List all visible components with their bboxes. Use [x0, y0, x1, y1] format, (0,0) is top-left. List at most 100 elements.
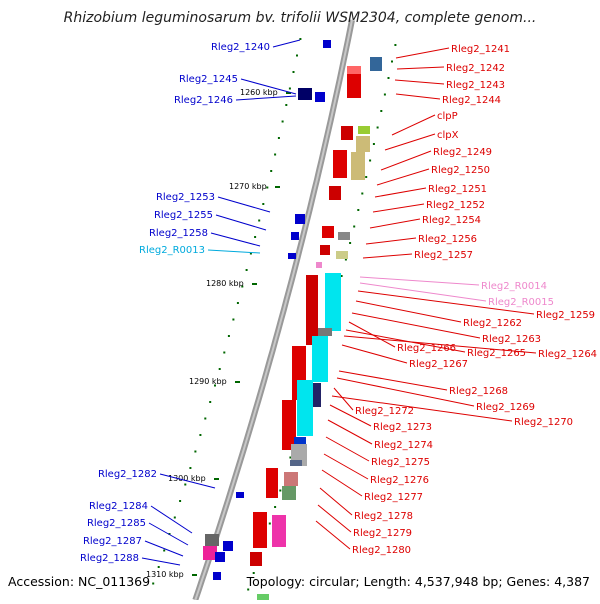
gene-feature-left	[215, 552, 225, 562]
accession-text: Accession: NC_011369	[8, 574, 151, 589]
tick-dot	[199, 434, 202, 436]
right-gene-label: Rleg2_1270	[514, 417, 573, 428]
gene-feature	[356, 136, 370, 152]
gene-feature	[272, 515, 286, 547]
leader-line	[372, 203, 425, 213]
right-gene-label: Rleg2_R0015	[488, 297, 554, 308]
tick-dot	[218, 368, 221, 370]
left-gene-label: Rleg2_1282	[98, 469, 157, 480]
gene-feature	[312, 336, 328, 382]
tick-dot	[262, 203, 265, 205]
leader-line	[380, 150, 432, 171]
left-gene-label: Rleg2_1285	[87, 518, 146, 529]
scale-label: 1260 kbp	[240, 88, 278, 97]
leader-line	[362, 253, 413, 259]
leader-line	[327, 419, 373, 445]
scale-label: 1310 kbp	[146, 570, 184, 579]
tick-dot	[266, 186, 269, 189]
right-gene-label: Rleg2_1272	[355, 406, 414, 417]
right-gene-label: clpP	[437, 111, 458, 122]
leader-line	[272, 39, 301, 48]
leader-line	[144, 540, 184, 557]
scale-tick	[192, 574, 197, 576]
gene-feature-left	[291, 232, 299, 240]
tick-dot	[152, 582, 155, 585]
scale-tick	[214, 478, 219, 480]
tick-dot	[281, 120, 284, 123]
tick-dot	[288, 87, 291, 90]
leader-line	[321, 469, 363, 497]
right-gene-label: Rleg2_1265	[467, 348, 526, 359]
tick-dot	[394, 44, 397, 46]
left-gene-label: Rleg2_1288	[80, 553, 139, 564]
tick-dot	[299, 38, 302, 40]
right-gene-label: Rleg2_1273	[373, 422, 432, 433]
right-gene-label: Rleg2_1257	[414, 250, 473, 261]
tick-dot	[277, 137, 280, 139]
leader-line	[315, 520, 351, 550]
tick-dot	[214, 384, 216, 387]
right-gene-label: Rleg2_1241	[451, 44, 510, 55]
leader-line	[215, 214, 267, 231]
gene-feature-left	[203, 546, 217, 560]
gene-feature	[318, 328, 332, 336]
tick-dot	[249, 252, 252, 255]
tick-dot	[391, 60, 393, 63]
left-gene-label: Rleg2_1246	[174, 95, 233, 106]
tick-dot	[274, 506, 277, 508]
leader-line	[376, 168, 430, 186]
right-gene-label: clpX	[437, 130, 459, 141]
map-title: Rhizobium leguminosarum bv. trifolii WSM…	[63, 10, 537, 26]
right-gene-label: Rleg2_1280	[352, 545, 411, 556]
right-gene-label: Rleg2_1268	[449, 386, 508, 397]
tick-dot	[204, 417, 207, 420]
right-gene-label: Rleg2_1274	[374, 440, 433, 451]
leader-line	[374, 187, 427, 198]
right-gene-label: Rleg2_1251	[428, 184, 487, 195]
gene-feature	[266, 468, 278, 498]
gene-feature	[306, 275, 318, 345]
gene-feature	[341, 126, 353, 140]
leader-line	[235, 95, 297, 101]
gene-feature	[250, 552, 262, 566]
right-gene-label: Rleg2_1279	[353, 528, 412, 539]
right-gene-label: Rleg2_1243	[446, 80, 505, 91]
right-gene-label: Rleg2_1256	[418, 234, 477, 245]
left-gene-label: Rleg2_R0013	[139, 245, 205, 256]
scale-label: 1300 kbp	[168, 474, 206, 483]
leader-line	[148, 522, 189, 546]
tick-dot	[232, 318, 235, 321]
tick-dot	[241, 285, 244, 288]
tick-dot	[227, 335, 230, 337]
tick-dot	[340, 275, 343, 277]
scale-label: 1280 kbp	[206, 279, 244, 288]
leader-line	[329, 404, 372, 427]
gene-feature	[253, 512, 267, 548]
tick-dot	[383, 93, 386, 96]
gene-feature-left	[315, 92, 325, 102]
gene-feature	[294, 437, 306, 445]
gene-feature	[297, 380, 313, 436]
gene-feature	[320, 245, 330, 255]
leader-line	[355, 300, 462, 323]
leader-line	[317, 504, 352, 533]
tick-dot	[247, 588, 250, 591]
gene-feature	[322, 226, 334, 238]
gene-feature	[370, 57, 382, 71]
tick-dot	[274, 153, 277, 156]
tick-dot	[372, 143, 375, 145]
backbone-highlight	[194, 19, 353, 601]
tick-dot	[361, 192, 364, 195]
leader-line	[141, 557, 181, 566]
tick-dot	[349, 242, 352, 244]
tick-dot	[353, 225, 356, 228]
leader-line	[391, 114, 436, 136]
tick-dot	[179, 500, 182, 502]
leader-line	[319, 487, 353, 516]
gene-feature	[282, 400, 296, 450]
leader-line	[395, 93, 441, 100]
leader-line	[331, 395, 513, 422]
left-gene-label: Rleg2_1245	[179, 74, 238, 85]
gene-feature	[311, 383, 321, 407]
leader-line	[365, 237, 417, 245]
